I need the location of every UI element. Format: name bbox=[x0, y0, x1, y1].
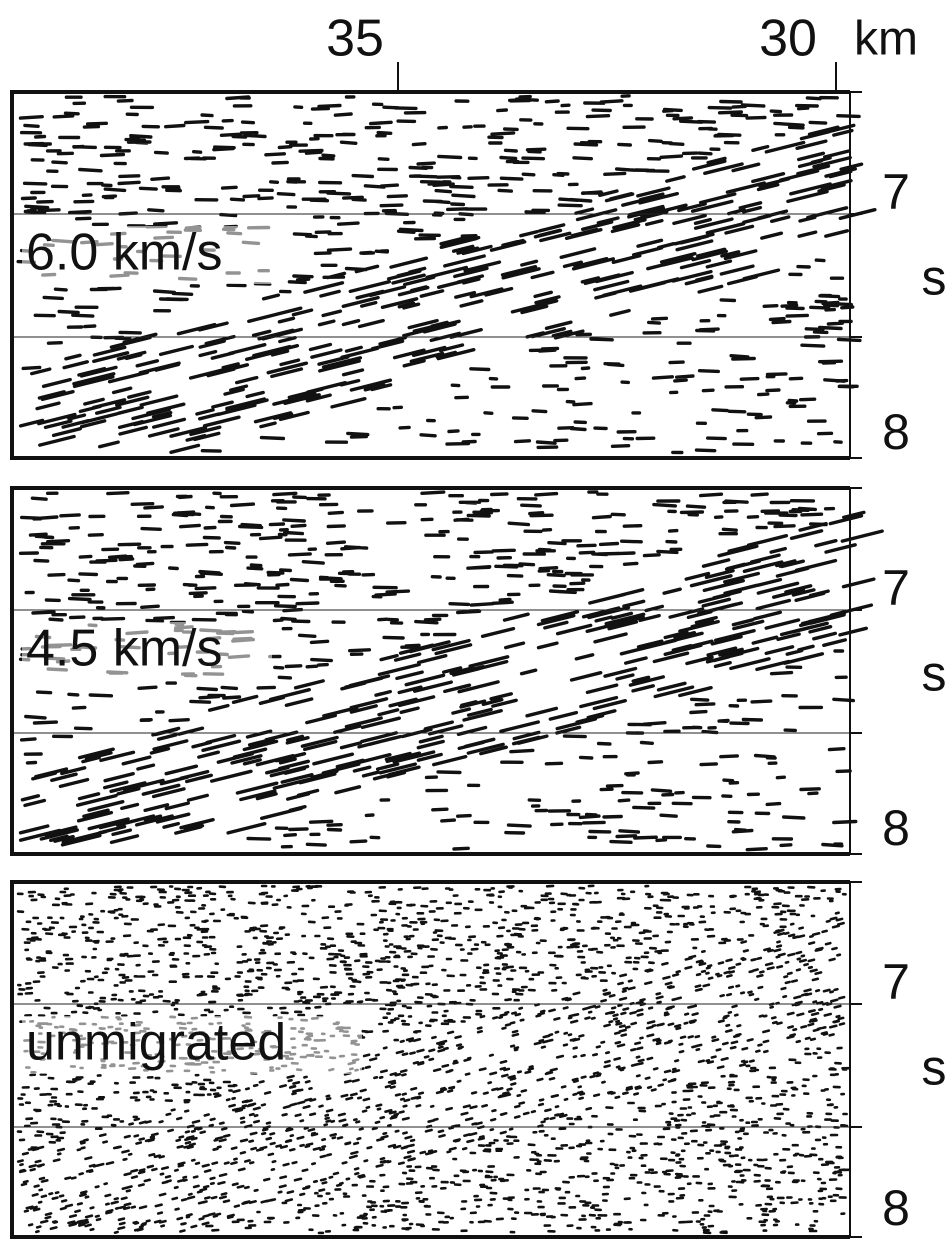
panel-label: 6.0 km/s bbox=[26, 224, 223, 282]
panel-frame bbox=[10, 486, 850, 856]
label-bg bbox=[22, 1016, 362, 1074]
y-axis-unit: s bbox=[922, 646, 947, 702]
top-tick-label: 30 bbox=[759, 10, 817, 68]
y-tick-label: 8 bbox=[882, 800, 910, 856]
panel-frame bbox=[10, 90, 850, 460]
y-axis-unit: s bbox=[922, 250, 947, 306]
y-tick-label: 7 bbox=[882, 560, 910, 616]
panel-label: 4.5 km/s bbox=[26, 620, 223, 678]
y-tick-label: 8 bbox=[882, 1180, 910, 1236]
y-tick-label: 7 bbox=[882, 954, 910, 1010]
seismic-trace bbox=[16, 884, 850, 1235]
panel-label: unmigrated bbox=[26, 1014, 286, 1072]
y-tick-label: 7 bbox=[882, 164, 910, 220]
label-bg bbox=[22, 226, 272, 284]
label-bg bbox=[22, 622, 272, 680]
panel-frame bbox=[10, 880, 850, 1239]
top-tick-label: 35 bbox=[326, 10, 384, 68]
top-axis-unit: km bbox=[854, 13, 918, 66]
y-axis-unit: s bbox=[922, 1040, 947, 1096]
y-tick-label: 8 bbox=[882, 404, 910, 460]
